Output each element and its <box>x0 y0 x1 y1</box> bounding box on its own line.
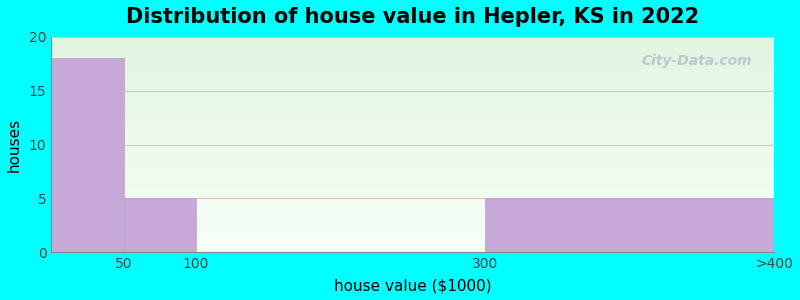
Bar <box>485 198 774 252</box>
Y-axis label: houses: houses <box>7 118 22 172</box>
Title: Distribution of house value in Hepler, KS in 2022: Distribution of house value in Hepler, K… <box>126 7 699 27</box>
Bar <box>124 198 196 252</box>
Text: City-Data.com: City-Data.com <box>642 54 753 68</box>
X-axis label: house value ($1000): house value ($1000) <box>334 278 491 293</box>
Bar <box>51 58 124 252</box>
